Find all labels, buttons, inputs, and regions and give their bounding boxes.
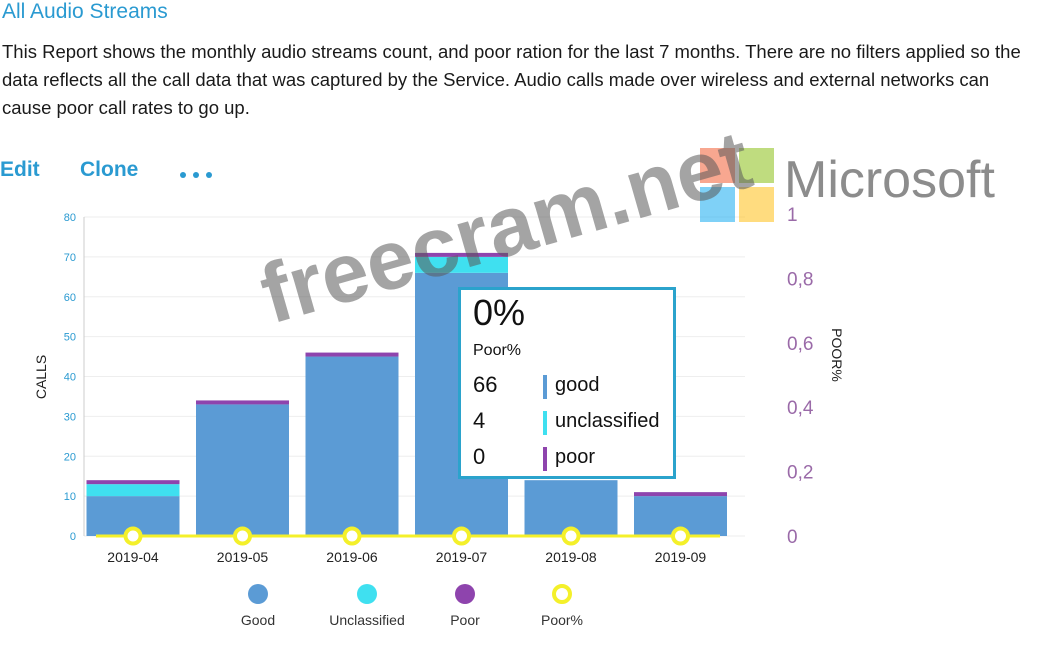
legend-poor-marker (455, 584, 475, 604)
bar-poor[interactable] (305, 352, 399, 357)
poor-pct-point[interactable] (123, 526, 143, 546)
report-description: This Report shows the monthly audio stre… (2, 41, 1021, 118)
poor-pct-point[interactable] (561, 526, 581, 546)
y-tick-label: 10 (64, 491, 76, 503)
y2-tick-label: 0,8 (787, 269, 813, 290)
logo-wordmark: Microsoft (784, 151, 995, 209)
poor-pct-point[interactable] (671, 526, 690, 546)
y2-tick-label: 0,2 (787, 463, 813, 484)
tooltip-row-good: 66 good (473, 372, 673, 402)
tooltip-row-poor: 0 poor (473, 444, 673, 474)
y-tick-label: 50 (64, 332, 76, 344)
y-tick-label: 80 (64, 212, 76, 224)
poor-pct-line (96, 526, 720, 546)
legend-good-marker (248, 584, 268, 604)
bar-poor[interactable] (86, 480, 180, 485)
chart-tooltip: 0% Poor% 66 good 4 unclassified 0 poor (458, 287, 676, 479)
tooltip-good-value: 66 (473, 372, 498, 397)
logo-square-green (739, 148, 774, 183)
y-tick-label: 30 (64, 411, 76, 423)
report-title: All Audio Streams (2, 0, 168, 23)
legend-item-good[interactable]: Good (198, 580, 318, 640)
logo-square-yellow (739, 187, 774, 222)
microsoft-logo: Microsoft (700, 148, 1040, 226)
y-tick-label: 60 (64, 292, 76, 304)
x-tick-label: 2019-05 (217, 549, 269, 565)
y2-tick-label: 0,6 (787, 334, 813, 355)
legend-item-unclassified[interactable]: Unclassified (307, 580, 427, 640)
bar-good[interactable] (305, 356, 399, 536)
y2-tick-label: 0 (787, 527, 798, 548)
x-tick-label: 2019-07 (436, 549, 488, 565)
poor-pct-point[interactable] (342, 526, 362, 546)
tooltip-percent: 0% (473, 292, 526, 333)
legend-poor-label: Poor (450, 612, 480, 628)
bar-poor[interactable] (415, 252, 508, 257)
x-tick-label: 2019-04 (107, 549, 159, 565)
tooltip-poor-value: 0 (473, 444, 486, 469)
chart-legend: Good Unclassified Poor Poor% (0, 580, 1044, 640)
clone-button[interactable]: Clone (80, 158, 139, 181)
y-axis-title: CALLS (33, 355, 49, 399)
legend-good-label: Good (240, 612, 276, 628)
y-tick-label: 20 (64, 451, 76, 463)
edit-button[interactable]: Edit (0, 158, 40, 181)
legend-item-poor[interactable]: Poor (405, 580, 525, 640)
ellipsis-icon[interactable] (180, 172, 214, 180)
legend-unclassified-marker (357, 584, 377, 604)
y-tick-label: 0 (70, 531, 76, 543)
tooltip-good-swatch (543, 375, 547, 399)
poor-pct-point[interactable] (452, 526, 471, 546)
bar-unclassified[interactable] (415, 256, 508, 273)
y2-tick-label: 0,4 (787, 398, 814, 419)
tooltip-unclassified-label: unclassified (555, 410, 660, 432)
bar-unclassified[interactable] (86, 484, 180, 497)
tooltip-unclassified-value: 4 (473, 408, 486, 433)
bar-good[interactable] (196, 404, 289, 536)
legend-poor-pct-marker (552, 584, 572, 604)
poor-pct-point[interactable] (233, 526, 252, 546)
tooltip-unclassified-swatch (543, 411, 547, 435)
tooltip-poor-swatch (543, 447, 547, 471)
tooltip-row-unclassified: 4 unclassified (473, 408, 673, 438)
y2-tick-label: 1 (787, 205, 798, 226)
x-tick-label: 2019-08 (545, 549, 597, 565)
logo-square-red (700, 148, 735, 183)
bar-poor[interactable] (196, 400, 289, 405)
tooltip-percent-label: Poor% (473, 342, 522, 359)
y2-axis-title: POOR% (829, 328, 845, 382)
x-tick-label: 2019-06 (326, 549, 378, 565)
legend-unclassified-label: Unclassified (329, 612, 405, 628)
y-tick-label: 40 (64, 372, 76, 384)
bar-poor[interactable] (634, 492, 727, 497)
logo-square-blue (700, 187, 735, 222)
legend-item-poor-pct[interactable]: Poor% (502, 580, 622, 640)
legend-poor-pct-label: Poor% (540, 612, 584, 628)
tooltip-good-label: good (555, 374, 600, 396)
y-tick-label: 70 (64, 252, 76, 264)
x-tick-label: 2019-09 (655, 549, 707, 565)
tooltip-poor-label: poor (555, 446, 596, 468)
